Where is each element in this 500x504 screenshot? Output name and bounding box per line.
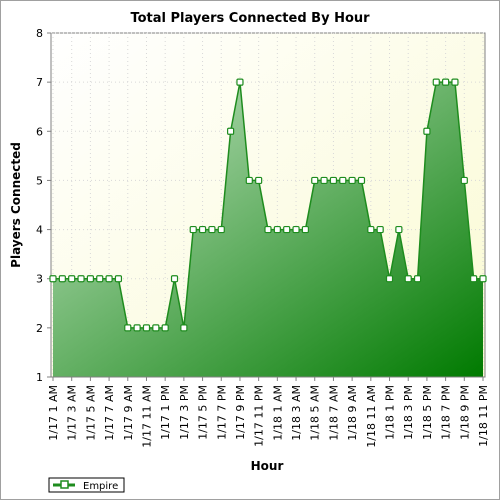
data-point: [227, 127, 235, 135]
data-point: [413, 275, 422, 283]
data-point: [385, 275, 394, 283]
data-point: [442, 78, 450, 86]
data-point: [311, 176, 319, 185]
x-tick-label: 1/18 9 PM: [458, 385, 471, 440]
y-tick-label: 2: [36, 322, 43, 335]
data-point: [320, 176, 328, 185]
x-tick-label: 1/17 11 PM: [253, 385, 266, 447]
data-point: [198, 225, 207, 234]
x-tick-label: 1/17 5 AM: [84, 385, 97, 441]
data-point: [264, 225, 272, 234]
data-point: [367, 225, 375, 234]
y-tick-label: 7: [36, 76, 43, 89]
x-tick-label: 1/18 11 AM: [365, 385, 378, 448]
data-point: [217, 225, 225, 234]
data-point: [133, 324, 141, 332]
x-tick-label: 1/18 3 AM: [290, 385, 303, 441]
x-tick-label: 1/17 7 AM: [103, 385, 116, 441]
x-tick-label: 1/17 3 AM: [66, 385, 79, 441]
y-tick-label: 1: [36, 371, 43, 384]
data-point: [451, 78, 459, 86]
x-axis-title: Hour: [251, 459, 284, 473]
x-tick-label: 1/18 9 AM: [346, 385, 359, 441]
data-point: [404, 275, 412, 283]
x-tick-label: 1/18 3 PM: [402, 385, 415, 440]
y-tick-label: 6: [36, 125, 43, 138]
data-point: [170, 275, 179, 283]
x-tick-label: 1/18 7 AM: [327, 385, 340, 441]
data-point: [77, 275, 85, 283]
x-tick-label: 1/17 1 PM: [159, 385, 172, 440]
data-point: [236, 78, 244, 86]
data-point: [348, 176, 356, 185]
data-point: [124, 324, 132, 332]
x-tick-label: 1/17 9 PM: [234, 385, 247, 440]
y-axis-title: Players Connected: [9, 142, 23, 268]
data-point: [245, 176, 253, 185]
data-point: [292, 225, 300, 234]
data-point: [357, 176, 366, 185]
data-point: [395, 225, 403, 234]
data-point: [96, 275, 104, 283]
x-tick-label: 1/18 1 AM: [271, 385, 284, 441]
data-point: [432, 78, 440, 86]
data-point: [255, 176, 263, 185]
data-point: [105, 275, 113, 283]
x-tick-label: 1/18 11 PM: [477, 385, 490, 447]
data-point: [208, 225, 216, 234]
x-tick-label: 1/17 11 AM: [140, 385, 153, 448]
y-tick-label: 8: [36, 27, 43, 40]
data-point: [283, 225, 291, 234]
data-point: [114, 275, 123, 283]
y-tick-labels: 1 2 3 4 5 6 7 8: [36, 27, 43, 384]
points-layer: [49, 78, 487, 332]
data-point: [68, 275, 76, 283]
y-tick-label: 4: [36, 224, 43, 237]
legend-label-empire: Empire: [83, 481, 118, 492]
data-point: [479, 275, 487, 283]
x-tick-label: 1/18 5 AM: [309, 385, 322, 441]
data-point: [376, 225, 384, 234]
data-point: [301, 225, 309, 234]
legend: Empire: [48, 477, 125, 493]
data-point: [180, 324, 188, 332]
data-point: [423, 127, 431, 135]
x-tick-label: 1/17 5 PM: [197, 385, 210, 440]
data-point: [339, 176, 347, 185]
x-tick-label: 1/17 1 AM: [47, 385, 60, 441]
data-point: [49, 275, 57, 283]
x-tick-label: 1/17 7 PM: [215, 385, 228, 440]
y-tick-label: 3: [36, 273, 43, 286]
data-point: [86, 275, 94, 283]
data-point: [152, 324, 160, 332]
data-point: [58, 275, 66, 283]
y-tick-label: 5: [36, 174, 43, 187]
data-point: [460, 176, 468, 185]
x-tick-label: 1/18 7 PM: [440, 385, 453, 440]
x-tick-label: 1/18 1 PM: [384, 385, 397, 440]
chart-title: Total Players Connected By Hour: [130, 11, 370, 26]
legend-swatch-marker: [60, 480, 69, 489]
x-tick-label: 1/17 3 PM: [178, 385, 191, 440]
data-point: [273, 225, 281, 234]
x-tick-labels: 1/17 1 AM 1/17 3 AM 1/17 5 AM 1/17 7 AM 1/17…: [47, 385, 490, 448]
data-point: [329, 176, 338, 185]
data-point: [161, 324, 169, 332]
data-point: [142, 324, 151, 332]
axis-layer: [47, 32, 485, 381]
data-point: [470, 275, 478, 283]
data-point: [189, 225, 197, 234]
x-tick-label: 1/18 5 PM: [421, 385, 434, 440]
x-tick-label: 1/17 9 AM: [122, 385, 135, 441]
